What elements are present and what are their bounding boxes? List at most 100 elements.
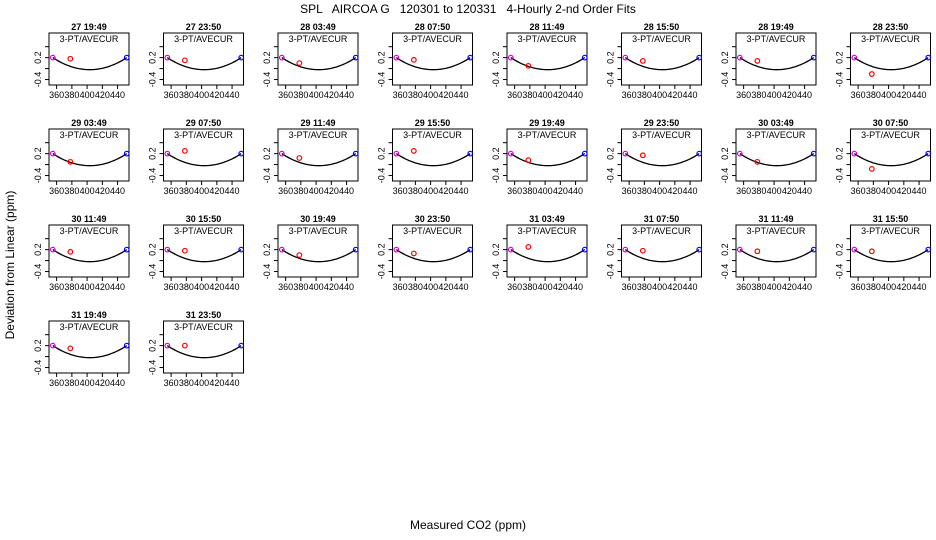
panel-title: 30 11:49	[71, 214, 106, 224]
panel-title: 30 03:49	[758, 118, 794, 128]
x-tick-label: 380	[293, 90, 308, 100]
data-point	[67, 345, 74, 352]
x-tick-label: 420	[782, 90, 797, 100]
x-tick-label: 380	[637, 282, 652, 292]
data-point	[467, 150, 474, 157]
data-point	[868, 166, 875, 172]
y-tick-label: -0.4	[33, 168, 43, 184]
panel-label: 3-PT/AVECUR	[518, 130, 577, 140]
x-tick-label: 400	[309, 90, 324, 100]
x-tick-label: 380	[408, 90, 423, 100]
panel: 31 15:50 3-PT/AVECUR 360 400 440 380 420 -0.4 0.…	[835, 214, 932, 292]
data-point	[736, 54, 743, 61]
x-tick-label: 440	[110, 90, 125, 100]
fit-curve	[739, 153, 815, 167]
data-point	[352, 54, 359, 61]
data-point	[925, 246, 932, 253]
panel-title: 30 15:50	[186, 214, 222, 224]
x-tick-label: 380	[179, 378, 194, 388]
y-tick-label: -0.4	[720, 168, 730, 184]
data-point	[810, 54, 817, 61]
x-tick-label: 440	[110, 282, 125, 292]
data-point	[164, 342, 171, 349]
data-point	[622, 54, 629, 61]
y-tick-label: 0.2	[835, 51, 845, 64]
x-tick-label: 400	[194, 282, 209, 292]
data-point	[296, 155, 303, 161]
x-tick-label: 440	[912, 90, 927, 100]
data-point	[123, 246, 130, 253]
panel-title: 29 23:50	[644, 118, 680, 128]
x-tick-label: 400	[538, 186, 553, 196]
x-tick-label: 420	[553, 186, 568, 196]
data-point	[49, 342, 56, 349]
data-point	[164, 150, 171, 157]
x-tick-label: 420	[324, 186, 339, 196]
y-tick-label: -0.4	[491, 264, 501, 280]
x-tick-label: 360	[851, 186, 866, 196]
y-tick-label: -0.4	[720, 264, 730, 280]
y-tick-label: -0.4	[835, 264, 845, 280]
x-tick-label: 420	[667, 282, 682, 292]
x-tick-label: 440	[225, 378, 240, 388]
fit-curve	[739, 57, 815, 71]
data-point	[754, 158, 761, 165]
x-tick-label: 380	[522, 282, 537, 292]
x-tick-label: 440	[568, 186, 583, 196]
panel-label: 3-PT/AVECUR	[289, 130, 348, 140]
x-tick-label: 400	[194, 378, 209, 388]
x-tick-label: 440	[912, 186, 927, 196]
x-tick-label: 360	[49, 282, 64, 292]
x-tick-label: 380	[522, 90, 537, 100]
fit-curve	[853, 57, 929, 71]
fit-curve	[52, 153, 128, 167]
y-tick-label: 0.2	[377, 147, 387, 160]
panel-label: 3-PT/AVECUR	[747, 34, 806, 44]
data-point	[123, 54, 130, 61]
data-point	[393, 150, 400, 157]
fit-curve	[52, 249, 128, 263]
data-point	[164, 54, 171, 61]
panel-title: 29 19:49	[529, 118, 565, 128]
x-tick-label: 400	[80, 378, 95, 388]
x-tick-label: 400	[309, 186, 324, 196]
y-tick-label: 0.2	[835, 147, 845, 160]
panel: 30 03:49 3-PT/AVECUR 360 400 440 380 420 -0.4 0.…	[720, 118, 817, 196]
x-tick-label: 400	[881, 282, 896, 292]
x-tick-label: 400	[80, 90, 95, 100]
panel-title: 28 23:50	[873, 22, 909, 32]
data-point	[925, 150, 932, 157]
data-point	[181, 247, 188, 254]
x-tick-label: 420	[438, 186, 453, 196]
x-tick-label: 440	[454, 90, 469, 100]
panel-title: 27 19:49	[71, 22, 107, 32]
x-tick-label: 380	[64, 378, 79, 388]
panel: 31 07:50 3-PT/AVECUR 360 400 440 380 420 -0.4 0.…	[606, 214, 703, 292]
data-point	[851, 246, 858, 253]
data-point	[393, 246, 400, 253]
y-tick-label: -0.4	[148, 168, 158, 184]
y-tick-label: -0.4	[491, 72, 501, 88]
panel-label: 3-PT/AVECUR	[174, 34, 233, 44]
panel-label: 3-PT/AVECUR	[747, 226, 806, 236]
data-point	[296, 252, 303, 259]
fit-curve	[166, 249, 242, 263]
fit-curve	[281, 153, 357, 167]
x-tick-label: 360	[393, 90, 408, 100]
x-tick-label: 360	[507, 186, 522, 196]
x-tick-label: 360	[164, 90, 179, 100]
panel-label: 3-PT/AVECUR	[403, 130, 462, 140]
y-tick-label: 0.2	[262, 51, 272, 64]
panel: 30 07:50 3-PT/AVECUR 360 400 440 380 420 -0.4 0.…	[835, 118, 932, 196]
x-tick-label: 380	[408, 186, 423, 196]
y-tick-label: 0.2	[33, 243, 43, 256]
panel: 29 23:50 3-PT/AVECUR 360 400 440 380 420 -0.4 0.…	[606, 118, 703, 196]
y-tick-label: 0.2	[262, 243, 272, 256]
y-tick-label: -0.4	[377, 72, 387, 88]
y-tick-label: -0.4	[491, 168, 501, 184]
x-tick-label: 420	[324, 282, 339, 292]
data-point	[49, 54, 56, 61]
y-tick-label: 0.2	[491, 51, 501, 64]
fit-curve	[395, 153, 471, 167]
